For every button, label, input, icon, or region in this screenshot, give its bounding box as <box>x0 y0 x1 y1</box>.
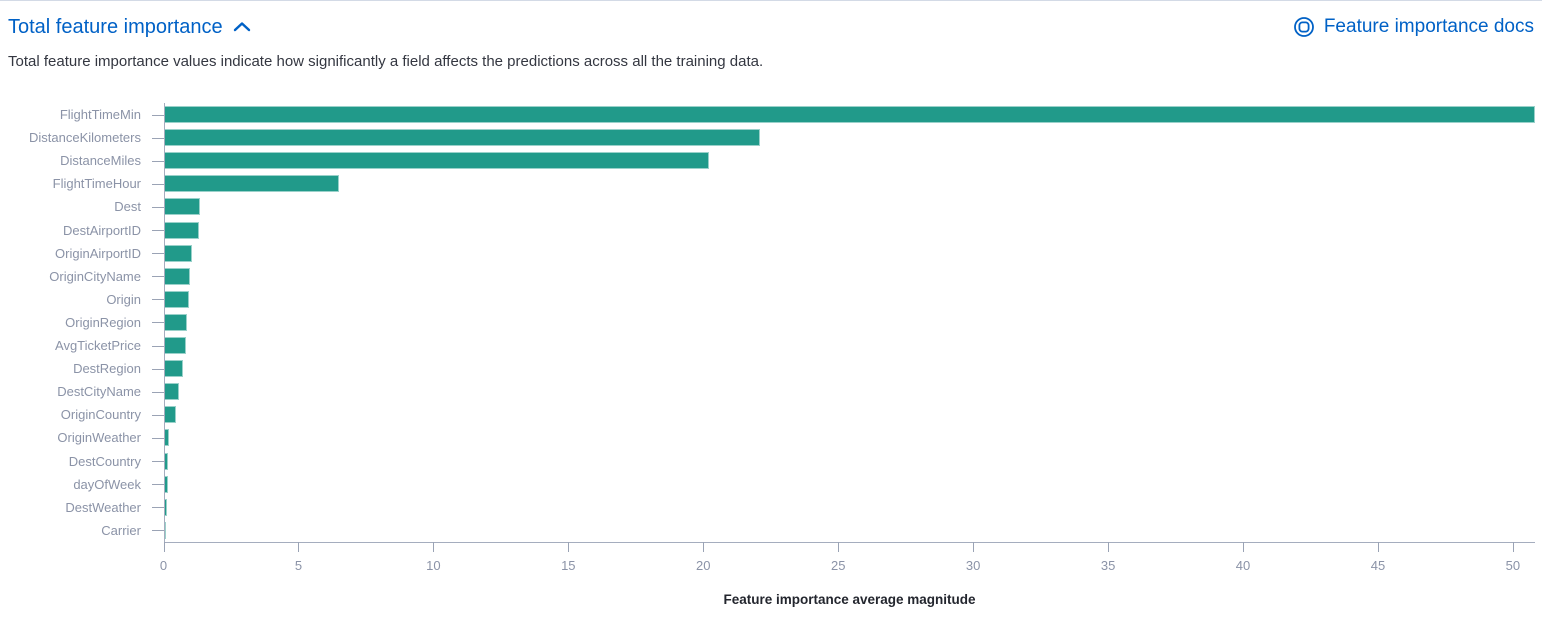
x-axis-tick-label: 0 <box>159 557 168 573</box>
section-title: Total feature importance <box>8 15 223 38</box>
panel-header: Total feature importance Feature importa… <box>8 12 1534 42</box>
y-axis-tick <box>151 160 164 162</box>
bar[interactable] <box>164 498 168 516</box>
x-axis-tick-label: 30 <box>965 557 981 573</box>
section-description: Total feature importance values indicate… <box>8 53 764 70</box>
bar[interactable] <box>164 521 166 539</box>
y-axis-tick <box>151 114 164 116</box>
x-axis-tick <box>298 541 300 552</box>
bar[interactable] <box>164 406 176 424</box>
bar[interactable] <box>164 429 169 447</box>
x-axis-tick <box>703 541 705 552</box>
y-axis-tick <box>151 183 164 185</box>
y-axis-tick <box>151 437 164 439</box>
bar[interactable] <box>164 290 190 308</box>
panel-top-border <box>0 0 1542 1</box>
y-axis-label: OriginWeather <box>57 430 141 446</box>
y-axis-label: DestCityName <box>57 384 141 400</box>
bar[interactable] <box>164 360 183 378</box>
y-axis-label: DestWeather <box>65 499 141 515</box>
y-axis-tick <box>151 484 164 486</box>
y-axis-label: OriginRegion <box>65 314 141 330</box>
y-axis-tick <box>151 507 164 509</box>
y-axis-line <box>163 103 165 542</box>
y-axis-label: FlightTimeMin <box>59 107 141 123</box>
y-axis-tick <box>151 461 164 463</box>
x-axis-tick-label: 35 <box>1100 557 1116 573</box>
y-axis-tick <box>151 345 164 347</box>
bar[interactable] <box>164 244 193 262</box>
y-axis-label: OriginAirportID <box>55 245 141 261</box>
y-axis-tick <box>151 414 164 416</box>
y-axis-tick <box>151 253 164 255</box>
x-axis-tick <box>1512 541 1514 552</box>
y-axis-tick <box>151 276 164 278</box>
y-axis-tick <box>151 391 164 393</box>
docs-link-label: Feature importance docs <box>1323 16 1534 37</box>
y-axis-label: Carrier <box>101 522 141 538</box>
bar[interactable] <box>164 175 340 193</box>
x-axis-title: Feature importance average magnitude <box>723 592 976 607</box>
x-axis-tick <box>1243 541 1245 552</box>
bar[interactable] <box>164 106 1535 124</box>
bar[interactable] <box>164 383 180 401</box>
x-axis-tick <box>568 541 570 552</box>
x-axis-tick-label: 5 <box>294 557 303 573</box>
x-axis-tick-label: 40 <box>1235 557 1251 573</box>
y-axis-label: DistanceKilometers <box>29 130 141 146</box>
y-axis-tick <box>151 530 164 532</box>
bar[interactable] <box>164 221 200 239</box>
y-axis-label: DestAirportID <box>62 222 141 238</box>
x-axis-tick-label: 20 <box>696 557 711 573</box>
y-axis-label: Origin <box>106 291 141 307</box>
y-axis-label: DestRegion <box>73 361 141 377</box>
y-axis-label: FlightTimeHour <box>52 176 141 192</box>
y-axis-label: DistanceMiles <box>60 153 141 169</box>
y-axis-tick <box>151 322 164 324</box>
feature-importance-docs-link[interactable]: Feature importance docs <box>1293 16 1534 38</box>
x-axis-tick-label: 50 <box>1505 557 1521 573</box>
x-axis-tick <box>973 541 975 552</box>
bar[interactable] <box>164 475 168 493</box>
x-axis-line <box>163 541 1535 543</box>
x-axis-tick-label: 25 <box>830 557 846 573</box>
x-axis-tick <box>1377 541 1379 552</box>
x-axis-tick <box>433 541 435 552</box>
y-axis-label: AvgTicketPrice <box>55 338 141 354</box>
y-axis-tick <box>151 299 164 301</box>
bar[interactable] <box>164 337 187 355</box>
bar[interactable] <box>164 129 761 147</box>
y-axis-label: Dest <box>114 199 141 215</box>
y-axis-tick <box>151 137 164 139</box>
x-axis-tick-label: 10 <box>426 557 441 573</box>
y-axis-label: dayOfWeek <box>73 476 141 492</box>
bar[interactable] <box>164 313 188 331</box>
bar[interactable] <box>164 152 710 170</box>
y-axis-tick <box>151 230 164 232</box>
x-axis-tick <box>838 541 840 552</box>
help-docs-icon <box>1293 17 1314 37</box>
y-axis-tick <box>151 206 164 208</box>
x-axis-tick <box>1108 541 1110 552</box>
bar[interactable] <box>164 198 201 216</box>
x-axis-tick-label: 15 <box>561 557 576 573</box>
chevron-up-icon <box>233 22 250 32</box>
x-axis-tick <box>163 541 165 552</box>
y-axis-label: OriginCountry <box>60 407 141 423</box>
total-feature-importance-accordion-toggle[interactable]: Total feature importance <box>8 16 251 39</box>
y-axis-tick <box>151 368 164 370</box>
y-axis-label: DestCountry <box>68 453 141 469</box>
bar[interactable] <box>164 267 191 285</box>
x-axis-tick-label: 45 <box>1370 557 1386 573</box>
bar[interactable] <box>164 452 169 470</box>
y-axis-label: OriginCityName <box>49 268 141 284</box>
